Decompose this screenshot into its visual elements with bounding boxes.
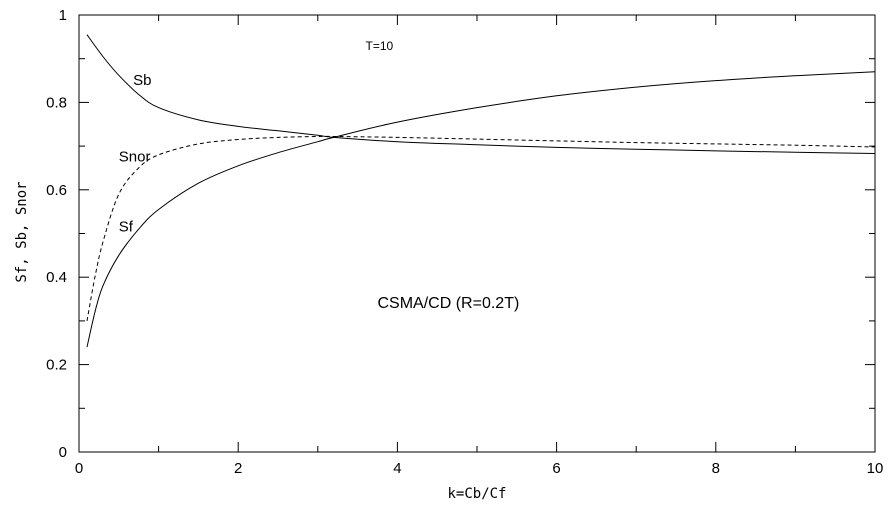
x-tick-label: 8 [712,460,720,477]
y-tick-label: 0.8 [46,94,67,111]
y-tick-label: 0.4 [46,269,67,286]
annotation-snor: Snor [119,148,151,165]
x-tick-label: 0 [75,460,83,477]
series-line-snor [87,136,875,321]
annotation-sf: Sf [119,218,134,235]
annotation-t-10: T=10 [366,39,394,53]
x-axis-label: k=Cb/Cf [447,486,506,502]
annotation-csma-cd-r-0-2t: CSMA/CD (R=0.2T) [378,295,520,312]
axes [79,15,875,452]
y-tick-label: 1 [59,7,67,24]
y-axis-label: Sf, Sb, Snor [14,181,30,282]
plot-frame [79,15,875,452]
annotation-sb: Sb [133,72,151,89]
y-tick-label: 0 [59,444,67,461]
x-tick-label: 6 [552,460,560,477]
annotations: T=10 CSMA/CD (R=0.2T) Sb Snor Sf [119,39,519,312]
y-tick-label: 0.6 [46,182,67,199]
x-tick-label: 2 [234,460,242,477]
y-tick-label: 0.2 [46,357,67,374]
x-tick-label: 4 [393,460,401,477]
series-line-sb [87,35,875,154]
x-tick-label: 10 [867,460,884,477]
